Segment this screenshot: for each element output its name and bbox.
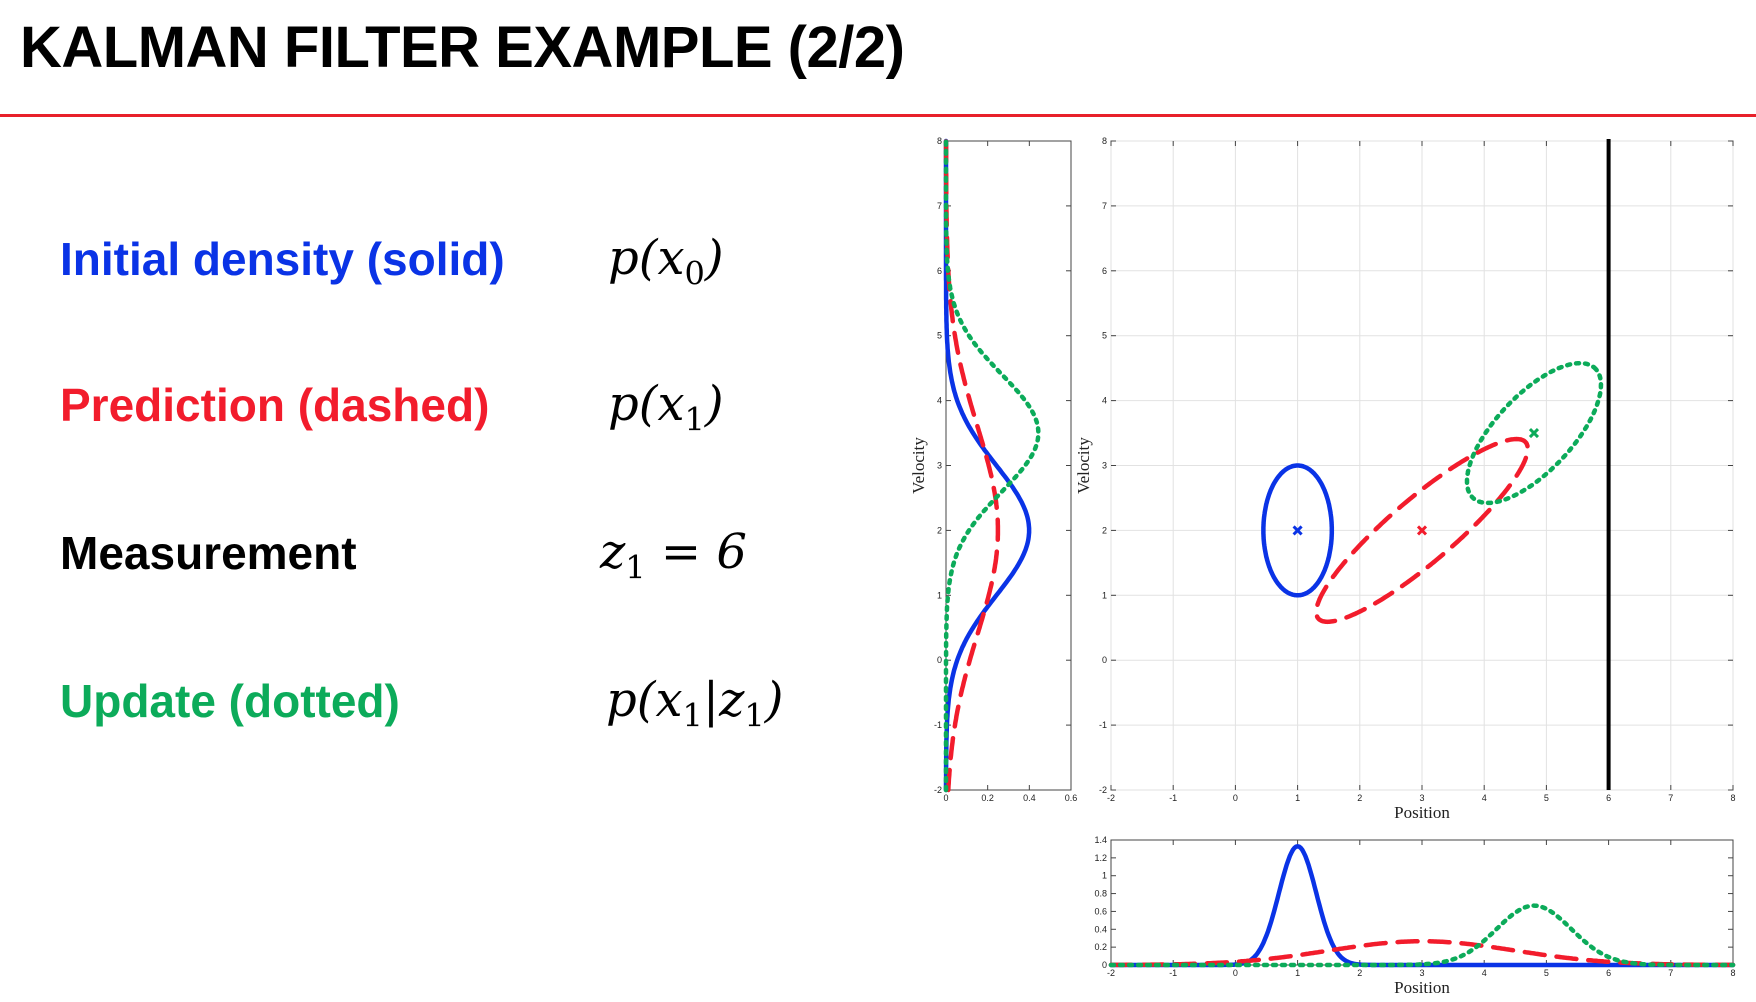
mean-marker-stroke xyxy=(1292,525,1303,536)
legend-measurement-label: Measurement xyxy=(60,527,357,579)
y-tick-label: 1 xyxy=(1102,590,1107,600)
x-tick-label: -1 xyxy=(1169,968,1177,978)
mean-marker-stroke xyxy=(1416,525,1428,536)
position-marginal-axes: -2 -1 0 1 2 3 4 5 6 7 8 0 0.2 0.4 0.6 0.8 1 1.2 1.4 Positio… xyxy=(1094,835,1735,997)
x-tick-label: 4 xyxy=(1482,968,1487,978)
mean-marker xyxy=(1416,525,1428,536)
math-p-x1-given-z1: p(x1|z1) xyxy=(606,672,784,735)
math-p-x1: p(x1) xyxy=(608,376,724,439)
x-tick-label: 2 xyxy=(1357,968,1362,978)
y-tick-label: 1.2 xyxy=(1094,853,1107,863)
x-tick-label: 8 xyxy=(1730,968,1735,978)
position-density-dashed-line xyxy=(1108,939,1736,968)
y-tick-label: 3 xyxy=(937,461,942,471)
x-tick-label: 6 xyxy=(1606,793,1611,803)
y-tick-label: 0 xyxy=(1102,655,1107,665)
y-tick-label: -1 xyxy=(1099,720,1107,730)
y-tick-label: 4 xyxy=(1102,396,1107,406)
x-tick-label: 1 xyxy=(1295,793,1300,803)
y-tick-label: 0.4 xyxy=(1094,924,1107,934)
y-tick-label: 3 xyxy=(1102,461,1107,471)
velocity-marginal-axes: 0 0.2 0.4 0.6 -2 -1 0 1 2 3 4 5 6 7 8 Velocity xyxy=(909,136,1077,803)
x-tick-label: 1 xyxy=(1295,968,1300,978)
y-tick-label: 5 xyxy=(1102,331,1107,341)
y-tick-label: 8 xyxy=(1102,136,1107,146)
mean-marker xyxy=(1292,525,1303,536)
x-tick-label: 3 xyxy=(1419,968,1424,978)
x-tick-label: 8 xyxy=(1730,793,1735,803)
x-tick-label: 0.2 xyxy=(981,793,994,803)
ellipse-dashed xyxy=(1313,436,1531,625)
x-tick-label: 0 xyxy=(943,793,948,803)
mean-marker xyxy=(1528,427,1540,439)
y-tick-label: 8 xyxy=(937,136,942,146)
y-tick-label: 7 xyxy=(937,201,942,211)
y-axis-label: Velocity xyxy=(909,437,928,494)
y-tick-label: 0 xyxy=(1102,960,1107,970)
legend-update-label: Update (dotted) xyxy=(60,675,400,727)
y-tick-label: 1 xyxy=(1102,871,1107,881)
math-z1-equals: z1 = 6 xyxy=(600,524,747,587)
ellipse-solid xyxy=(1261,463,1335,598)
x-tick-label: 7 xyxy=(1668,793,1673,803)
y-tick-label: 2 xyxy=(937,525,942,535)
math-p-x0: p(x0) xyxy=(608,230,724,293)
x-tick-label: 3 xyxy=(1419,793,1424,803)
x-tick-label: 5 xyxy=(1544,793,1549,803)
x-tick-label: 0.4 xyxy=(1023,793,1036,803)
velocity-marginal-frame xyxy=(945,140,1072,791)
y-tick-label: 6 xyxy=(937,266,942,276)
x-tick-label: 2 xyxy=(1357,793,1362,803)
x-tick-label: 5 xyxy=(1544,968,1549,978)
x-axis-label: Position xyxy=(1394,978,1450,997)
position-marginal-frame xyxy=(1110,839,1734,966)
y-axis-label: Velocity xyxy=(1074,437,1093,494)
slide-title: KALMAN FILTER EXAMPLE (2/2) xyxy=(20,15,905,80)
mean-marker-stroke xyxy=(1528,427,1540,439)
y-tick-label: 0.2 xyxy=(1094,942,1107,952)
ellipse-dotted xyxy=(1464,360,1604,506)
legend-initial-label: Initial density (solid) xyxy=(60,233,505,285)
y-tick-label: 5 xyxy=(937,331,942,341)
y-tick-label: 0 xyxy=(937,655,942,665)
y-tick-label: 7 xyxy=(1102,201,1107,211)
x-tick-label: 0 xyxy=(1233,968,1238,978)
y-tick-label: 1 xyxy=(937,590,942,600)
y-tick-label: -2 xyxy=(1099,785,1107,795)
y-tick-label: 4 xyxy=(937,396,942,406)
x-tick-label: 6 xyxy=(1606,968,1611,978)
legend-prediction-label: Prediction (dashed) xyxy=(60,379,490,431)
y-tick-label: 6 xyxy=(1102,266,1107,276)
x-tick-label: 0 xyxy=(1233,793,1238,803)
x-tick-label: -2 xyxy=(1107,793,1115,803)
x-tick-label: -2 xyxy=(1107,968,1115,978)
y-tick-label: 1.4 xyxy=(1094,835,1107,845)
velocity-density-dotted-line xyxy=(943,138,1041,793)
x-tick-label: 4 xyxy=(1482,793,1487,803)
y-tick-label: 0.8 xyxy=(1094,889,1107,899)
x-axis-label: Position xyxy=(1394,803,1450,822)
x-tick-label: 7 xyxy=(1668,968,1673,978)
title-rule xyxy=(0,114,1756,117)
y-tick-label: 0.6 xyxy=(1094,906,1107,916)
position-density-dotted-line xyxy=(1108,903,1736,968)
x-tick-label: -1 xyxy=(1169,793,1177,803)
position-velocity-axes: -2 -1 0 1 2 3 4 5 6 7 8 -2 -1 0 1 2 3 4 5 6 7 8 Position Veloci… xyxy=(1074,136,1736,822)
x-tick-label: 0.6 xyxy=(1065,793,1078,803)
y-tick-label: 2 xyxy=(1102,525,1107,535)
y-tick-label: -2 xyxy=(934,785,942,795)
y-tick-label: -1 xyxy=(934,720,942,730)
